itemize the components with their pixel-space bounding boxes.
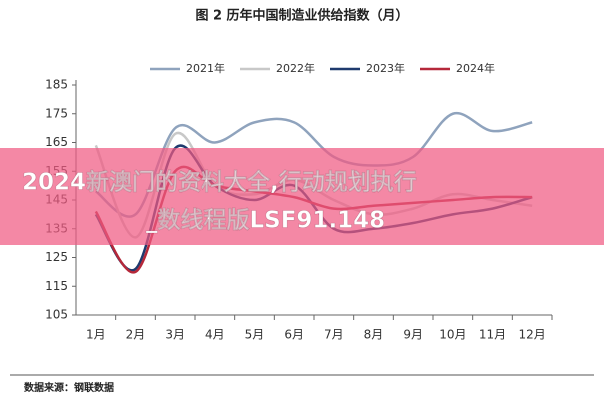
chart-title: 图 2 历年中国制造业供给指数（月） — [195, 8, 408, 24]
x-tick-label: 3月 — [165, 328, 185, 342]
overlay-text: _数线程版LSF91.148 — [146, 207, 385, 234]
x-tick-label: 1月 — [86, 328, 106, 342]
source-note: 数据来源：钢联数据 — [24, 381, 114, 394]
y-tick-label: 165 — [45, 135, 68, 149]
legend-label: 2023年 — [366, 61, 405, 75]
overlay-text: 2024新澳门的资料大全,行动规划执行 — [22, 169, 417, 196]
legend-label: 2024年 — [456, 61, 495, 75]
x-tick-label: 8月 — [364, 328, 384, 342]
y-tick-label: 105 — [45, 308, 68, 322]
series-line — [95, 111, 533, 218]
legend-label: 2022年 — [276, 61, 315, 75]
x-tick-label: 9月 — [403, 328, 423, 342]
x-tick-label: 2月 — [126, 328, 146, 342]
x-tick-label: 4月 — [205, 328, 225, 342]
x-tick-label: 10月 — [439, 328, 466, 342]
x-tick-label: 5月 — [245, 328, 265, 342]
y-tick-label: 185 — [45, 78, 68, 92]
x-tick-label: 6月 — [284, 328, 304, 342]
y-tick-label: 115 — [45, 279, 68, 293]
x-tick-label: 12月 — [519, 328, 546, 342]
y-tick-label: 175 — [45, 106, 68, 120]
legend-label: 2021年 — [186, 61, 225, 75]
y-tick-label: 125 — [45, 250, 68, 264]
x-tick-label: 11月 — [479, 328, 506, 342]
overlay-band — [0, 148, 604, 245]
x-tick-label: 7月 — [324, 328, 344, 342]
